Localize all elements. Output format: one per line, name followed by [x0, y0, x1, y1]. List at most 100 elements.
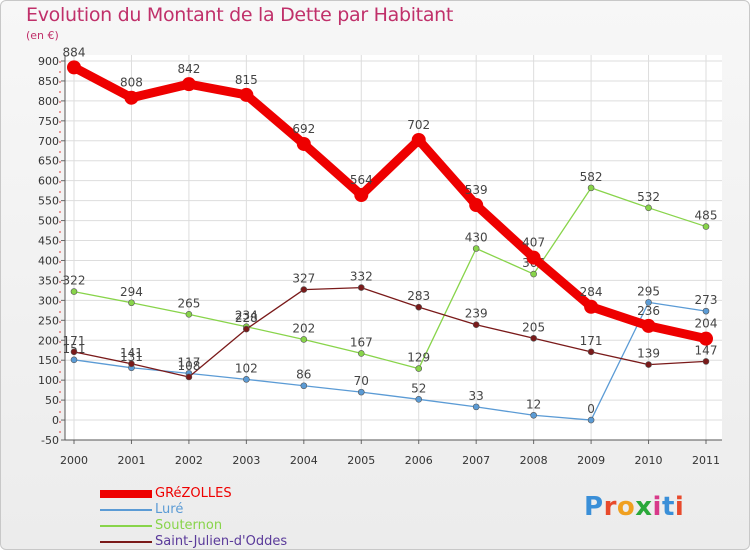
- logo-letter: i: [674, 492, 685, 522]
- data-label: 204: [695, 317, 718, 331]
- legend-swatch: [100, 490, 152, 498]
- data-label: 539: [465, 183, 488, 197]
- data-label: 327: [292, 272, 315, 286]
- x-tick-label: 2011: [692, 454, 720, 467]
- data-label: 808: [120, 76, 143, 90]
- data-point: [243, 376, 250, 383]
- x-tick-label: 2003: [232, 454, 260, 467]
- series-3: 171 141 108 228 327 332 283 239 205 171 139 147: [63, 270, 718, 381]
- data-point: [185, 373, 193, 381]
- x-tick-label: 2002: [175, 454, 203, 467]
- x-tick-label: 2008: [520, 454, 548, 467]
- data-label: 884: [63, 45, 86, 59]
- x-tick-label: 2006: [405, 454, 433, 467]
- data-label: 171: [580, 334, 603, 348]
- data-point: [472, 403, 480, 411]
- data-label: 167: [350, 335, 373, 349]
- data-label: 485: [695, 209, 718, 223]
- x-tick-label: 2007: [462, 454, 490, 467]
- y-tick-label: 0: [52, 414, 59, 427]
- data-label: 171: [63, 334, 86, 348]
- data-point: [415, 303, 423, 311]
- data-label: 239: [465, 307, 488, 321]
- x-tick-label: 2004: [290, 454, 318, 467]
- data-point: [415, 396, 423, 403]
- legend-item: GRéZOLLES: [100, 486, 360, 502]
- data-label: 582: [580, 170, 603, 184]
- data-point: [530, 270, 537, 278]
- y-tick-label: 200: [38, 334, 59, 347]
- x-tick-label: 2010: [635, 454, 663, 467]
- y-tick-label: 300: [38, 294, 59, 307]
- data-label: 842: [177, 62, 200, 76]
- data-point: [70, 348, 78, 356]
- data-point: [181, 77, 196, 92]
- unit-label: (en €): [26, 29, 59, 42]
- y-tick-label: 250: [38, 314, 59, 327]
- data-label: 407: [522, 236, 545, 250]
- y-tick-label: -50: [41, 434, 59, 447]
- data-label: 131: [120, 350, 143, 364]
- data-label: 0: [587, 402, 595, 416]
- data-point: [645, 361, 652, 368]
- y-tick-label: 700: [38, 135, 59, 148]
- data-label: 147: [695, 343, 718, 357]
- data-label: 202: [292, 321, 315, 335]
- data-label: 108: [177, 359, 200, 373]
- legend: GRéZOLLES Luré Souternon Saint-Julien-d'Odd…: [100, 486, 360, 550]
- legend-swatch: [100, 509, 152, 511]
- legend-label: GRéZOLLES: [155, 486, 232, 501]
- data-point: [530, 411, 537, 419]
- y-tick-label: 850: [38, 75, 59, 88]
- data-point: [472, 245, 480, 252]
- data-label: 430: [465, 231, 488, 245]
- data-point: [354, 188, 369, 203]
- y-tick-label: 650: [38, 155, 59, 168]
- legend-item: Saint-Julien-d'Oddes: [100, 534, 360, 550]
- logo-letter: r: [603, 492, 617, 522]
- data-point: [128, 299, 135, 307]
- logo-letter: o: [616, 492, 636, 522]
- series-line: [69, 62, 711, 344]
- y-tick-label: 350: [38, 274, 59, 287]
- data-label: 12: [526, 397, 541, 411]
- y-tick-label: 450: [38, 235, 59, 248]
- data-label: 234: [235, 309, 258, 323]
- data-label: 139: [637, 347, 660, 361]
- data-point: [70, 356, 78, 364]
- data-label: 141: [120, 346, 143, 360]
- data-label: 322: [63, 274, 86, 288]
- data-label: 205: [522, 320, 545, 334]
- data-point: [128, 360, 135, 368]
- data-point: [584, 299, 599, 314]
- legend-swatch: [100, 541, 152, 543]
- series-line: [73, 286, 707, 378]
- y-tick-label: 600: [38, 175, 59, 188]
- data-label: 117: [177, 355, 200, 369]
- data-point: [300, 336, 308, 343]
- series-line: [73, 187, 707, 370]
- y-tick-label: 500: [38, 215, 59, 228]
- logo-letter: i: [652, 492, 662, 522]
- data-point: [587, 416, 595, 424]
- data-label: 702: [407, 118, 430, 132]
- data-label: 129: [407, 351, 430, 365]
- logo-letter: x: [635, 492, 653, 522]
- data-point: [645, 299, 652, 306]
- data-point: [472, 321, 480, 329]
- x-tick-label: 2000: [60, 454, 88, 467]
- data-point: [239, 87, 254, 102]
- data-label: 692: [292, 122, 315, 136]
- data-label: 86: [296, 368, 311, 382]
- data-point: [415, 365, 423, 372]
- y-tick-label: 550: [38, 195, 59, 208]
- data-point: [296, 136, 311, 151]
- data-label: 228: [235, 311, 258, 325]
- data-point: [124, 90, 139, 105]
- data-point: [641, 318, 656, 333]
- chart-title: Evolution du Montant de la Dette par Hab…: [26, 4, 454, 26]
- data-point: [702, 223, 710, 230]
- data-point: [702, 307, 710, 315]
- series-0: 884 808 842 815 692 564 702 539 407 284 236 204: [63, 45, 718, 346]
